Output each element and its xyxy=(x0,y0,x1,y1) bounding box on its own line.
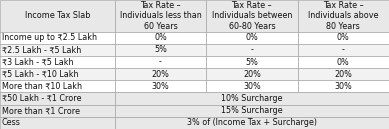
Text: ₹3 Lakh - ₹5 Lakh: ₹3 Lakh - ₹5 Lakh xyxy=(2,58,74,67)
Bar xyxy=(298,0,389,32)
Bar xyxy=(206,68,298,80)
Text: 20%: 20% xyxy=(243,70,261,79)
Bar xyxy=(115,44,206,56)
Bar xyxy=(0,32,115,44)
Bar xyxy=(115,117,389,129)
Bar xyxy=(206,44,298,56)
Bar xyxy=(0,105,115,117)
Bar xyxy=(0,56,115,68)
Text: 5%: 5% xyxy=(245,58,258,67)
Text: 20%: 20% xyxy=(152,70,169,79)
Bar xyxy=(115,0,206,32)
Bar xyxy=(298,56,389,68)
Text: ₹5 Lakh - ₹10 Lakh: ₹5 Lakh - ₹10 Lakh xyxy=(2,70,79,79)
Text: Tax Rate –
Individuals less than
60 Years: Tax Rate – Individuals less than 60 Year… xyxy=(119,1,202,31)
Text: Income up to ₹2.5 Lakh: Income up to ₹2.5 Lakh xyxy=(2,33,97,42)
Text: 30%: 30% xyxy=(243,82,261,91)
Bar xyxy=(206,56,298,68)
Text: More than ₹1 Crore: More than ₹1 Crore xyxy=(2,106,80,115)
Text: -: - xyxy=(251,45,253,54)
Bar xyxy=(298,32,389,44)
Text: Income Tax Slab: Income Tax Slab xyxy=(25,11,90,20)
Text: 20%: 20% xyxy=(335,70,352,79)
Bar xyxy=(0,0,115,32)
Text: 30%: 30% xyxy=(335,82,352,91)
Bar xyxy=(115,56,206,68)
Text: 15% Surcharge: 15% Surcharge xyxy=(221,106,283,115)
Text: 3% of (Income Tax + Surcharge): 3% of (Income Tax + Surcharge) xyxy=(187,118,317,127)
Bar xyxy=(298,80,389,92)
Bar xyxy=(115,105,389,117)
Text: 0%: 0% xyxy=(337,58,350,67)
Text: Tax Rate –
Individuals between
60-80 Years: Tax Rate – Individuals between 60-80 Yea… xyxy=(212,1,292,31)
Bar xyxy=(0,44,115,56)
Bar xyxy=(115,92,389,105)
Text: Cess: Cess xyxy=(2,118,21,127)
Bar xyxy=(115,32,206,44)
Text: 30%: 30% xyxy=(152,82,169,91)
Bar xyxy=(206,0,298,32)
Bar xyxy=(298,68,389,80)
Bar xyxy=(298,44,389,56)
Bar xyxy=(0,80,115,92)
Bar xyxy=(206,80,298,92)
Text: 5%: 5% xyxy=(154,45,167,54)
Text: -: - xyxy=(159,58,162,67)
Text: 0%: 0% xyxy=(337,33,350,42)
Text: Tax Rate –
Individuals above
80 Years: Tax Rate – Individuals above 80 Years xyxy=(308,1,378,31)
Bar xyxy=(0,92,115,105)
Text: More than ₹10 Lakh: More than ₹10 Lakh xyxy=(2,82,82,91)
Bar xyxy=(0,117,115,129)
Bar xyxy=(115,68,206,80)
Bar xyxy=(0,68,115,80)
Text: 0%: 0% xyxy=(245,33,258,42)
Text: ₹2.5 Lakh - ₹5 Lakh: ₹2.5 Lakh - ₹5 Lakh xyxy=(2,45,81,54)
Text: 10% Surcharge: 10% Surcharge xyxy=(221,94,283,103)
Text: ₹50 Lakh - ₹1 Crore: ₹50 Lakh - ₹1 Crore xyxy=(2,94,81,103)
Text: 0%: 0% xyxy=(154,33,167,42)
Bar xyxy=(115,80,206,92)
Bar xyxy=(206,32,298,44)
Text: -: - xyxy=(342,45,345,54)
